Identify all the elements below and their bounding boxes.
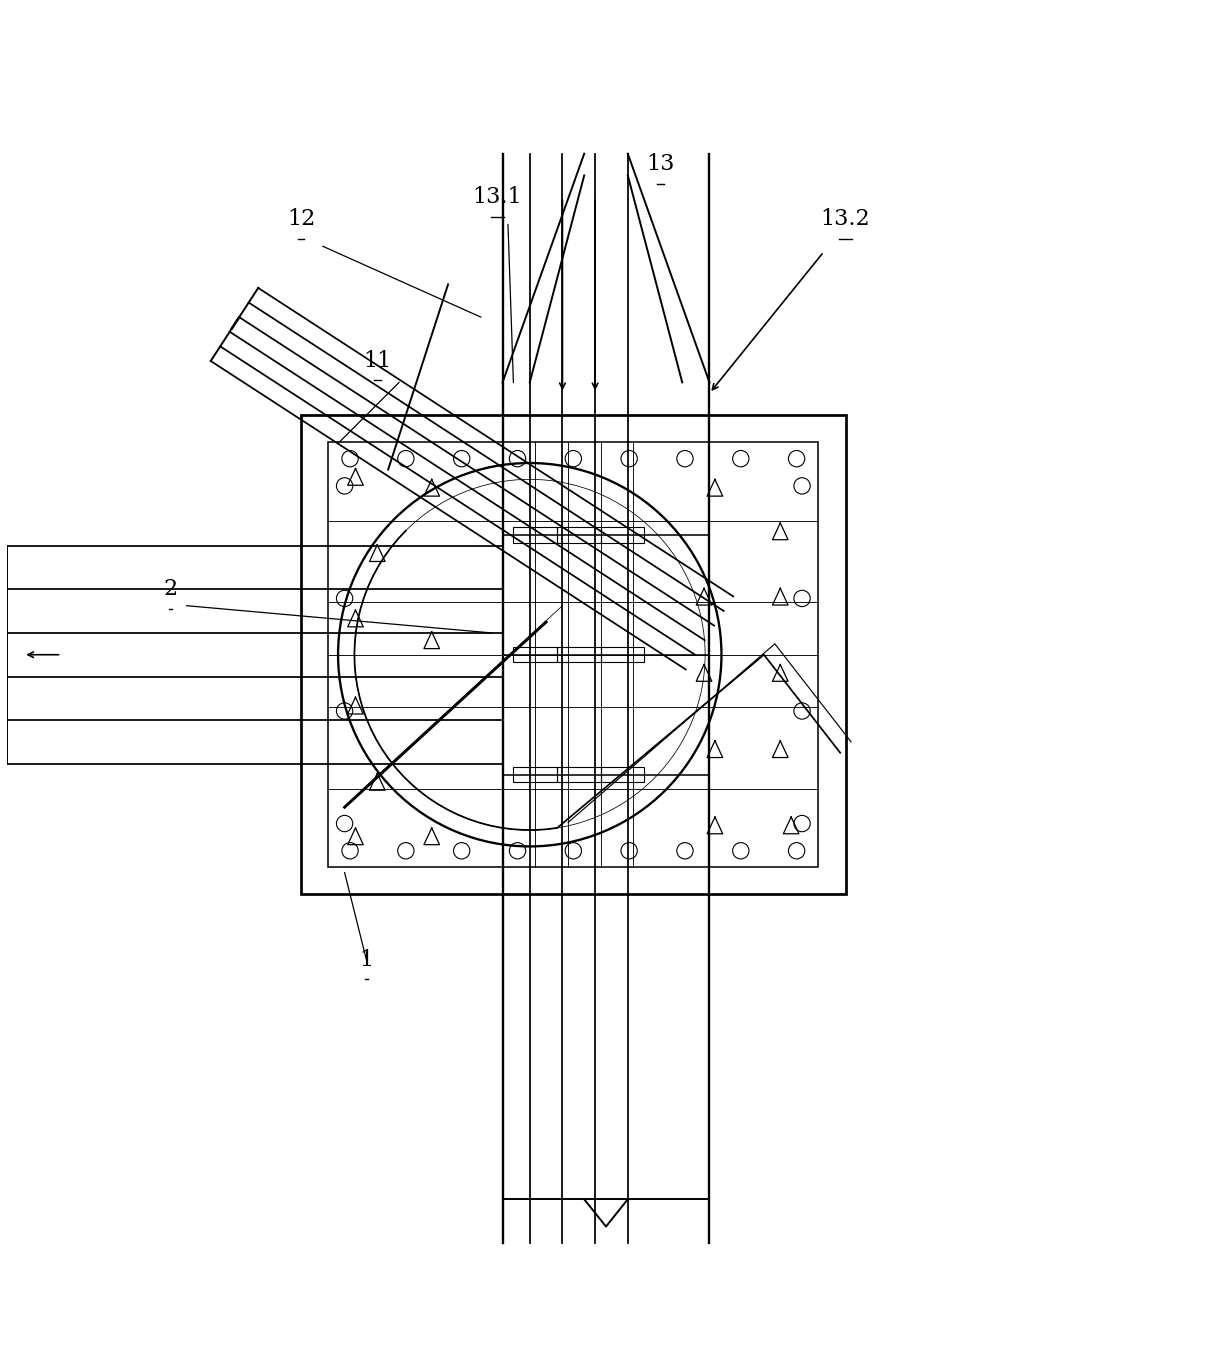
Text: 2: 2: [164, 578, 177, 601]
Bar: [601, 647, 644, 663]
Bar: [558, 528, 601, 543]
Text: 11: 11: [364, 349, 391, 372]
Bar: [301, 415, 846, 894]
Text: 13: 13: [646, 153, 675, 176]
Text: 13.2: 13.2: [821, 208, 870, 230]
Bar: [514, 767, 558, 782]
Bar: [328, 442, 818, 867]
Bar: [558, 767, 601, 782]
Bar: [601, 767, 644, 782]
Bar: [514, 647, 558, 663]
Text: 13.1: 13.1: [473, 187, 522, 208]
Bar: [558, 647, 601, 663]
Bar: [514, 528, 558, 543]
Text: 1: 1: [359, 948, 373, 970]
Bar: [601, 528, 644, 543]
Text: 12: 12: [287, 208, 315, 230]
